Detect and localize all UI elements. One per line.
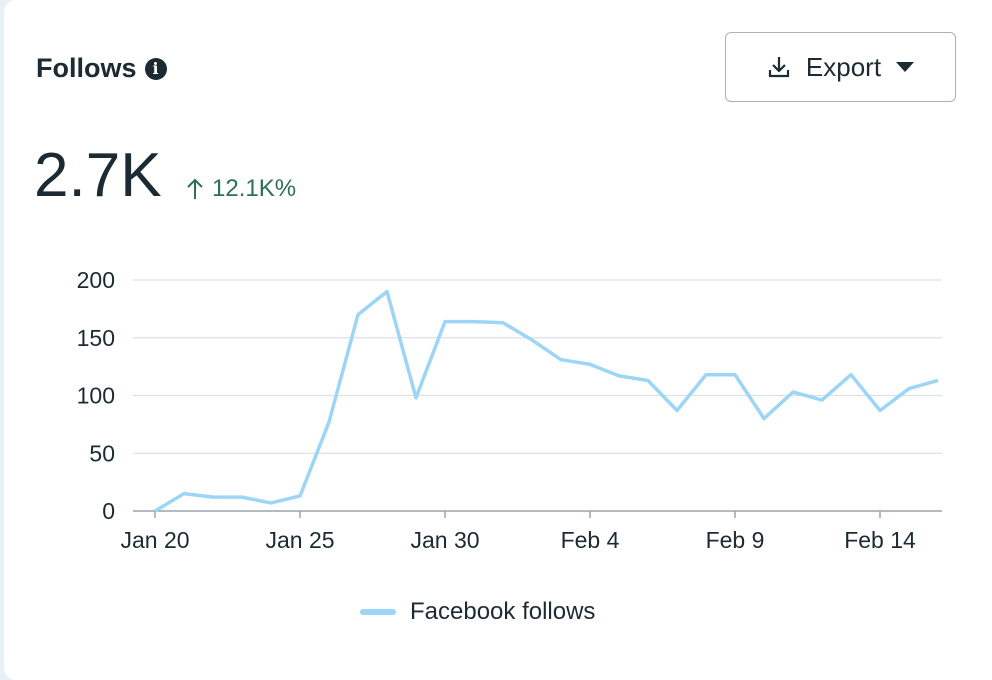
card-title: Follows i	[36, 53, 167, 84]
legend-label: Facebook follows	[410, 598, 596, 625]
y-tick-label: 100	[77, 383, 115, 409]
export-label: Export	[805, 51, 882, 82]
change-indicator: 12.1K%	[186, 175, 296, 203]
x-tick-label: Jan 30	[410, 527, 479, 553]
series-line	[154, 289, 939, 513]
y-tick-label: 50	[89, 440, 115, 466]
change-value: 12.1K%	[212, 175, 297, 202]
x-tick-label: Jan 20	[120, 527, 189, 553]
total-value: 2.7K	[34, 141, 162, 210]
legend-swatch	[360, 609, 396, 615]
arrow-up-icon	[187, 178, 203, 199]
caret-down-icon	[896, 62, 915, 72]
x-tick-label: Feb 9	[706, 527, 765, 553]
y-tick-label: 150	[77, 325, 115, 351]
x-tick-label: Feb 4	[561, 527, 620, 553]
x-tick-label: Feb 14	[844, 527, 916, 553]
y-tick-label: 0	[102, 498, 115, 524]
follows-chart: 0 50 100 150 200 Jan 20 Jan 25 Jan 30 Feb 4 Feb 9…	[77, 267, 942, 553]
y-tick-label: 200	[77, 267, 115, 293]
title-text: Follows	[36, 53, 137, 83]
download-icon	[768, 57, 790, 78]
info-icon[interactable]: i	[144, 57, 167, 80]
legend: Facebook follows	[360, 598, 595, 626]
follows-card	[4, 0, 992, 680]
export-button[interactable]: Export	[725, 32, 956, 102]
x-tick-label: Jan 25	[265, 527, 334, 553]
